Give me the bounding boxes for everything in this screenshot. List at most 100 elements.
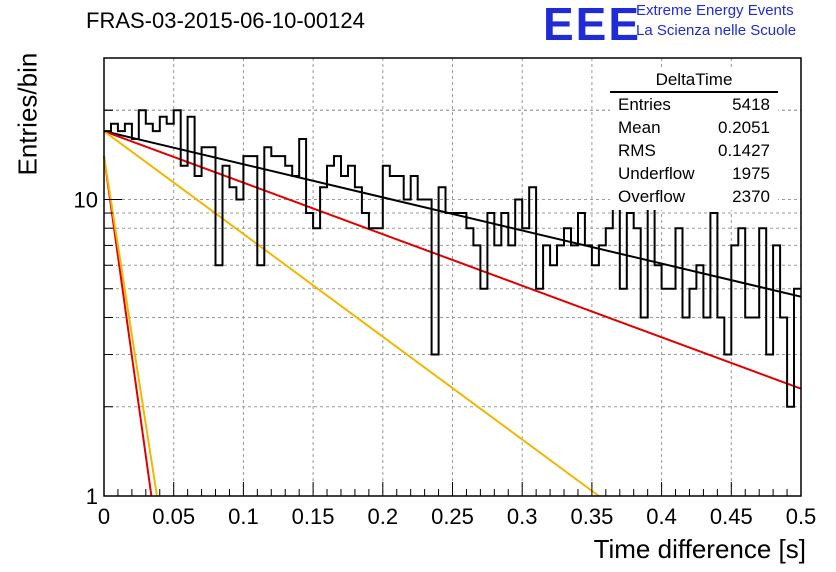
- histogram-bin: [473, 245, 480, 496]
- stats-label: RMS: [618, 141, 656, 160]
- histogram-bin: [397, 176, 404, 496]
- logo-line-1: Extreme Energy Events: [636, 2, 794, 19]
- histogram-line: [104, 109, 801, 408]
- histogram-bin: [578, 213, 585, 496]
- histogram-bin: [752, 317, 759, 496]
- histogram-bin: [118, 131, 125, 496]
- stats-row: Underflow 1975: [610, 164, 778, 187]
- histogram-bin: [599, 245, 606, 496]
- histogram-bin: [334, 156, 341, 496]
- histogram-bin: [125, 124, 132, 496]
- x-tick-label: 0: [98, 504, 110, 529]
- histogram-bin: [146, 124, 153, 496]
- x-axis-label: Time difference [s]: [593, 534, 806, 564]
- histogram-bin: [731, 245, 738, 496]
- histogram-bin: [174, 110, 181, 496]
- histogram-bin: [432, 355, 439, 496]
- stats-row: Mean 0.2051: [610, 118, 778, 141]
- x-tick-label: 0.1: [228, 504, 259, 529]
- histogram-bin: [696, 265, 703, 496]
- histogram-bin: [153, 131, 160, 496]
- histogram-bin: [306, 213, 313, 496]
- histogram-bin: [773, 245, 780, 496]
- histogram-bin: [216, 265, 223, 496]
- y-tick-label: 1: [86, 484, 98, 509]
- fit-red: [103, 130, 802, 390]
- histogram-bin: [411, 176, 418, 496]
- histogram-bin: [585, 245, 592, 496]
- y-axis-label: Entries/bin: [12, 52, 43, 176]
- x-tick-label: 0.45: [710, 504, 753, 529]
- histogram-bin: [571, 245, 578, 496]
- histogram-bin: [676, 228, 683, 496]
- stats-label: Mean: [618, 118, 661, 137]
- histogram-bin: [453, 213, 460, 496]
- histogram-bin: [390, 176, 397, 496]
- histogram-bin: [543, 245, 550, 496]
- histogram-bin: [766, 355, 773, 496]
- histogram-bin: [466, 228, 473, 496]
- histogram-bin: [780, 317, 787, 496]
- histogram-bin: [710, 213, 717, 496]
- stats-row: Entries 5418: [610, 95, 778, 118]
- histogram-bin: [634, 228, 641, 496]
- histogram-bin: [355, 187, 362, 496]
- histogram-bin: [501, 213, 508, 496]
- histogram-bin: [264, 147, 271, 496]
- stats-label: Underflow: [618, 164, 695, 183]
- histogram-bin: [222, 166, 229, 496]
- histogram-bin: [229, 187, 236, 496]
- histogram-bin: [404, 199, 411, 496]
- histogram-bin: [104, 131, 111, 496]
- histogram-bin: [522, 228, 529, 496]
- stats-value: 0.1427: [718, 141, 770, 160]
- histogram-bin: [446, 213, 453, 496]
- histogram-bin: [250, 156, 257, 496]
- histogram-bin: [550, 265, 557, 496]
- histogram-bin: [236, 199, 243, 496]
- logo-mark: EEE: [543, 0, 642, 50]
- x-tick-label: 0.15: [292, 504, 335, 529]
- histogram-bin: [536, 289, 543, 496]
- histogram-bin: [508, 245, 515, 496]
- histogram-bin: [717, 317, 724, 496]
- stats-value: 1975: [732, 164, 770, 183]
- histogram-bin: [439, 187, 446, 496]
- histogram-bin: [494, 245, 501, 496]
- x-tick-label: 0.4: [646, 504, 677, 529]
- histogram-bin: [160, 117, 167, 496]
- histogram-bin: [278, 156, 285, 496]
- histogram-bin: [167, 124, 174, 496]
- stats-value: 0.2051: [718, 118, 770, 137]
- page-title: FRAS-03-2015-06-10-00124: [86, 8, 365, 33]
- histogram-bin: [515, 199, 522, 496]
- stats-title: DeltaTime: [610, 70, 778, 93]
- histogram-bin: [299, 139, 306, 496]
- histogram-bin: [202, 147, 209, 496]
- histogram-bin: [794, 289, 801, 496]
- histogram-bin: [669, 289, 676, 496]
- histogram-bin: [620, 289, 627, 496]
- histogram-bin: [243, 156, 250, 496]
- histogram-bin: [209, 147, 216, 496]
- histogram-bin: [480, 289, 487, 496]
- histogram-bin: [655, 265, 662, 496]
- histogram-bin: [564, 228, 571, 496]
- histogram-bin: [139, 110, 146, 496]
- histogram-bin: [348, 166, 355, 496]
- histogram-bin: [745, 317, 752, 496]
- histogram-bin: [487, 213, 494, 496]
- histogram-bin: [313, 228, 320, 496]
- histogram-bin: [292, 176, 299, 496]
- histogram-bin: [195, 176, 202, 496]
- histogram-bin: [327, 166, 334, 496]
- histogram-bin: [376, 228, 383, 496]
- histogram-bin: [759, 228, 766, 496]
- x-tick-label: 0.05: [152, 504, 195, 529]
- histogram-bin: [557, 245, 564, 496]
- stats-label: Entries: [618, 95, 671, 114]
- x-tick-label: 0.3: [507, 504, 538, 529]
- histogram-bin: [271, 156, 278, 496]
- histogram-bin: [662, 289, 669, 496]
- x-tick-label: 0.25: [431, 504, 474, 529]
